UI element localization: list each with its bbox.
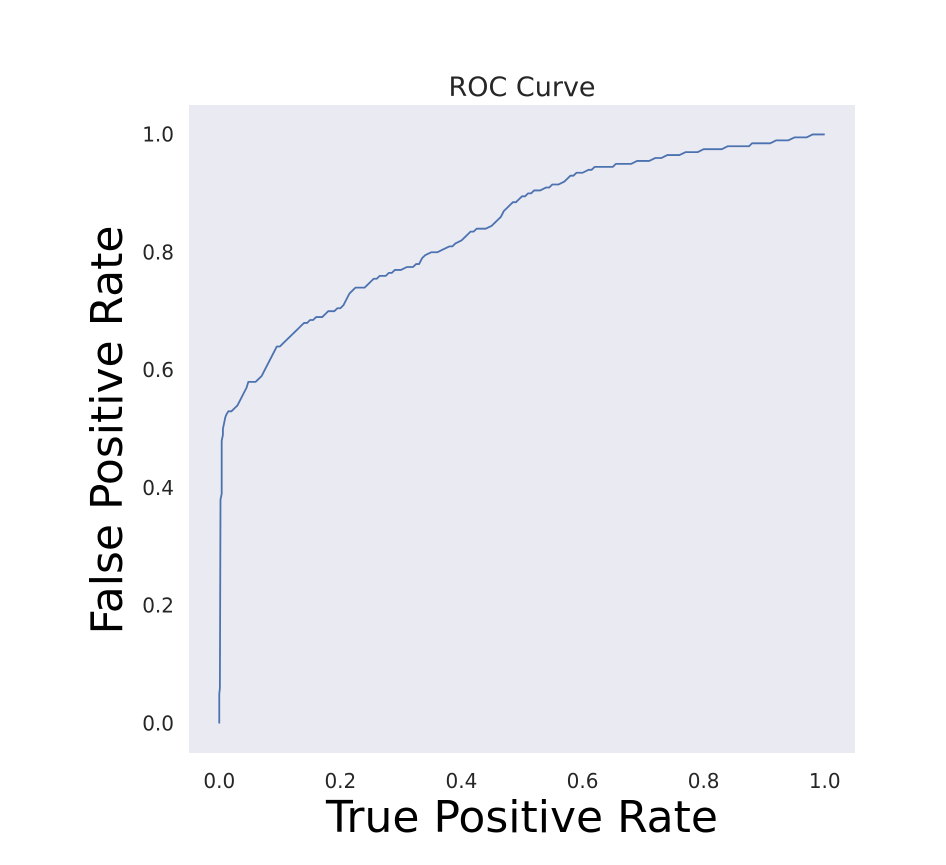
y-axis-label: False Positive Rate — [82, 226, 133, 635]
x-tick-label: 0.4 — [446, 769, 478, 793]
x-tick-label: 0.6 — [567, 769, 599, 793]
y-tick-label: 0.8 — [142, 240, 174, 264]
y-tick-label: 0.6 — [142, 358, 174, 382]
y-tick-label: 0.4 — [142, 476, 174, 500]
x-axis-label: True Positive Rate — [325, 792, 718, 843]
y-tick-label: 1.0 — [142, 122, 174, 146]
y-tick-label: 0.2 — [142, 594, 174, 618]
plot-area — [189, 105, 855, 753]
x-tick-label: 1.0 — [809, 769, 841, 793]
y-tick-label: 0.0 — [142, 712, 174, 736]
x-tick-label: 0.2 — [324, 769, 356, 793]
x-tick-label: 0.0 — [203, 769, 235, 793]
x-tick-label: 0.8 — [688, 769, 720, 793]
y-axis-ticks: 0.0 0.2 0.4 0.6 0.8 1.0 — [142, 122, 174, 735]
x-axis-ticks: 0.0 0.2 0.4 0.6 0.8 1.0 — [203, 769, 840, 793]
chart-title: ROC Curve — [448, 72, 595, 103]
roc-curve-line — [218, 133, 825, 724]
